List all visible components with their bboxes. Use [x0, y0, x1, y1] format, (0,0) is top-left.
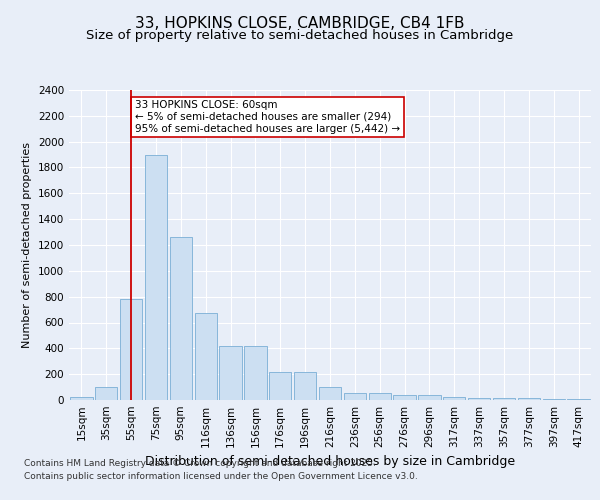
Bar	[368, 393, 391, 400]
Bar	[294, 372, 316, 400]
Bar	[244, 346, 266, 400]
Bar	[542, 399, 565, 400]
Bar	[344, 393, 366, 400]
X-axis label: Distribution of semi-detached houses by size in Cambridge: Distribution of semi-detached houses by …	[145, 456, 515, 468]
Y-axis label: Number of semi-detached properties: Number of semi-detached properties	[22, 142, 32, 348]
Text: Contains HM Land Registry data © Crown copyright and database right 2025.
Contai: Contains HM Land Registry data © Crown c…	[24, 460, 418, 481]
Bar	[95, 387, 118, 400]
Bar	[443, 397, 466, 400]
Bar	[120, 299, 142, 400]
Bar	[319, 387, 341, 400]
Bar	[468, 398, 490, 400]
Bar	[145, 154, 167, 400]
Bar	[493, 398, 515, 400]
Bar	[170, 237, 192, 400]
Bar	[220, 346, 242, 400]
Bar	[518, 398, 540, 400]
Bar	[70, 397, 92, 400]
Bar	[394, 396, 416, 400]
Bar	[194, 314, 217, 400]
Bar	[269, 372, 292, 400]
Text: Size of property relative to semi-detached houses in Cambridge: Size of property relative to semi-detach…	[86, 30, 514, 43]
Text: 33 HOPKINS CLOSE: 60sqm
← 5% of semi-detached houses are smaller (294)
95% of se: 33 HOPKINS CLOSE: 60sqm ← 5% of semi-det…	[135, 100, 400, 134]
Text: 33, HOPKINS CLOSE, CAMBRIDGE, CB4 1FB: 33, HOPKINS CLOSE, CAMBRIDGE, CB4 1FB	[135, 16, 465, 32]
Bar	[418, 396, 440, 400]
